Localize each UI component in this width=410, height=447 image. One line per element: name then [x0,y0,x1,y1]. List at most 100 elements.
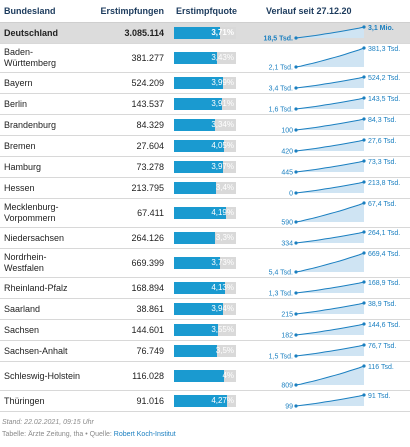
sparkline-area [296,27,364,38]
sparkline-end-label: 116 Tsd. [368,364,394,371]
quote-label: 3,3% [215,233,234,242]
sparkline: 809 116 Tsd. [281,364,394,390]
table-row: Sachsen-Anhalt 76.749 3,5% 1,5 Tsd. 76,7 Tsd… [0,340,410,362]
sparkline-cell: 0 213,8 Tsd. [262,177,410,199]
state-name: Brandenburg [0,114,88,136]
quote-cell: 3,97% [172,156,262,178]
state-name: Mecklenburg-Vorpommern [0,198,88,228]
sparkline-cell: 334 264,1 Tsd. [262,227,410,249]
quote-bar [174,232,215,244]
sparkline-start-label: 5,4 Tsd. [269,270,293,277]
table-row: Thüringen 91.016 4,27% 99 91 Tsd. [0,390,410,412]
sparkline-line [295,181,365,194]
sparkline-line [295,231,365,244]
sparkline-cell: 2,1 Tsd. 381,3 Tsd. [262,43,410,73]
sparkline-cell: 809 116 Tsd. [262,361,410,391]
sparkline-start-label: 809 [281,383,293,390]
sparkline-start-point [294,86,298,90]
quote-label: 3,55% [211,325,234,334]
sparkline: 182 144,6 Tsd. [281,322,400,340]
sparkline-start-label: 1,3 Tsd. [269,291,293,298]
table-row: Rheinland-Pfalz 168.894 4,13% 1,3 Tsd. 168,9… [0,277,410,299]
table-row: Niedersachsen 264.126 3,3% 334 264,1 Tsd. [0,227,410,249]
sparkline-end-point [362,201,366,205]
sparkline-start-label: 2,1 Tsd. [269,65,293,72]
state-name: Sachsen [0,319,88,341]
sparkline-end-point [362,46,366,50]
quote-label: 4,13% [211,283,234,292]
sparkline-cell: 1,5 Tsd. 76,7 Tsd. [262,340,410,362]
state-name: Berlin [0,93,88,115]
table-row: Mecklenburg-Vorpommern 67.411 4,19% 590 67,4… [0,198,410,228]
state-name: Bayern [0,72,88,94]
sparkline: 99 91 Tsd. [285,393,390,411]
sparkline-end-point [362,96,366,100]
first-vaccinations-value: 669.399 [88,248,172,278]
state-name: Hamburg [0,156,88,178]
sparkline-cell: 18,5 Tsd. 3,1 Mio. [262,22,410,44]
sparkline-end-label: 669,4 Tsd. [368,251,400,258]
quote-cell: 3,4% [172,177,262,199]
sparkline-end-label: 143,5 Tsd. [368,96,400,103]
sparkline-cell: 100 84,3 Tsd. [262,114,410,136]
quote-bar-track: 3,73% [174,257,236,269]
sparkline-start-label: 100 [281,128,293,135]
sparkline-area [296,119,364,130]
sparkline-cell: 99 91 Tsd. [262,390,410,412]
sparkline-cell: 590 67,4 Tsd. [262,198,410,228]
sparkline-start-point [294,404,298,408]
table-row: Berlin 143.537 3,91% 1,6 Tsd. 143,5 Tsd. [0,93,410,115]
sparkline-line [295,47,365,68]
quote-cell: 3,71% [172,22,262,44]
first-vaccinations-value: 143.537 [88,93,172,115]
sparkline-end-label: 38,9 Tsd. [368,301,396,308]
sparkline-area [296,253,364,272]
quote-label: 4,27% [211,396,234,405]
state-name: Baden-Württemberg [0,43,88,73]
quote-bar [174,324,219,336]
sparkline: 445 73,3 Tsd. [281,159,396,177]
sparkline-start-point [294,107,298,111]
first-vaccinations-value: 38.861 [88,298,172,320]
sparkline-start-point [294,220,298,224]
first-vaccinations-value: 381.277 [88,43,172,73]
sparkline-end-label: 76,7 Tsd. [368,343,396,350]
sparkline-start-label: 334 [281,241,293,248]
sparkline-cell: 3,4 Tsd. 524,2 Tsd. [262,72,410,94]
sparkline-end-label: 381,3 Tsd. [368,46,400,53]
sparkline: 5,4 Tsd. 669,4 Tsd. [269,251,401,277]
quote-label: 3,71% [211,28,234,37]
quote-cell: 3,91% [172,93,262,115]
first-vaccinations-value: 168.894 [88,277,172,299]
sparkline-end-point [362,159,366,163]
sparkline-line [295,252,365,273]
table-row: Bremen 27.604 4,05% 420 27,6 Tsd. [0,135,410,157]
sparkline: 2,1 Tsd. 381,3 Tsd. [269,46,401,72]
quote-bar-track: 3,5% [174,345,236,357]
footer-source-prefix: Tabelle: Ärzte Zeitung, tha • Quelle: [2,431,114,438]
sparkline: 334 264,1 Tsd. [281,230,400,248]
source-link[interactable]: Robert Koch-Institut [113,431,176,438]
quote-bar [174,77,224,89]
quote-bar [174,282,226,294]
sparkline: 215 38,9 Tsd. [281,301,396,319]
sparkline-start-point [294,241,298,245]
state-name: Deutschland [0,22,88,44]
quote-label: 3,34% [211,120,234,129]
sparkline-start-point [294,170,298,174]
first-vaccinations-value: 144.601 [88,319,172,341]
quote-label: 4% [222,371,234,380]
first-vaccinations-value: 27.604 [88,135,172,157]
quote-label: 3,99% [211,78,234,87]
sparkline-start-label: 215 [281,312,293,319]
sparkline: 3,4 Tsd. 524,2 Tsd. [269,75,401,93]
sparkline-cell: 182 144,6 Tsd. [262,319,410,341]
sparkline-cell: 5,4 Tsd. 669,4 Tsd. [262,248,410,278]
state-name: Niedersachsen [0,227,88,249]
quote-bar [174,119,216,131]
quote-bar-track: 3,55% [174,324,236,336]
sparkline-end-point [362,251,366,255]
sparkline-area [296,395,364,406]
sparkline-start-label: 590 [281,220,293,227]
quote-bar [174,27,220,39]
